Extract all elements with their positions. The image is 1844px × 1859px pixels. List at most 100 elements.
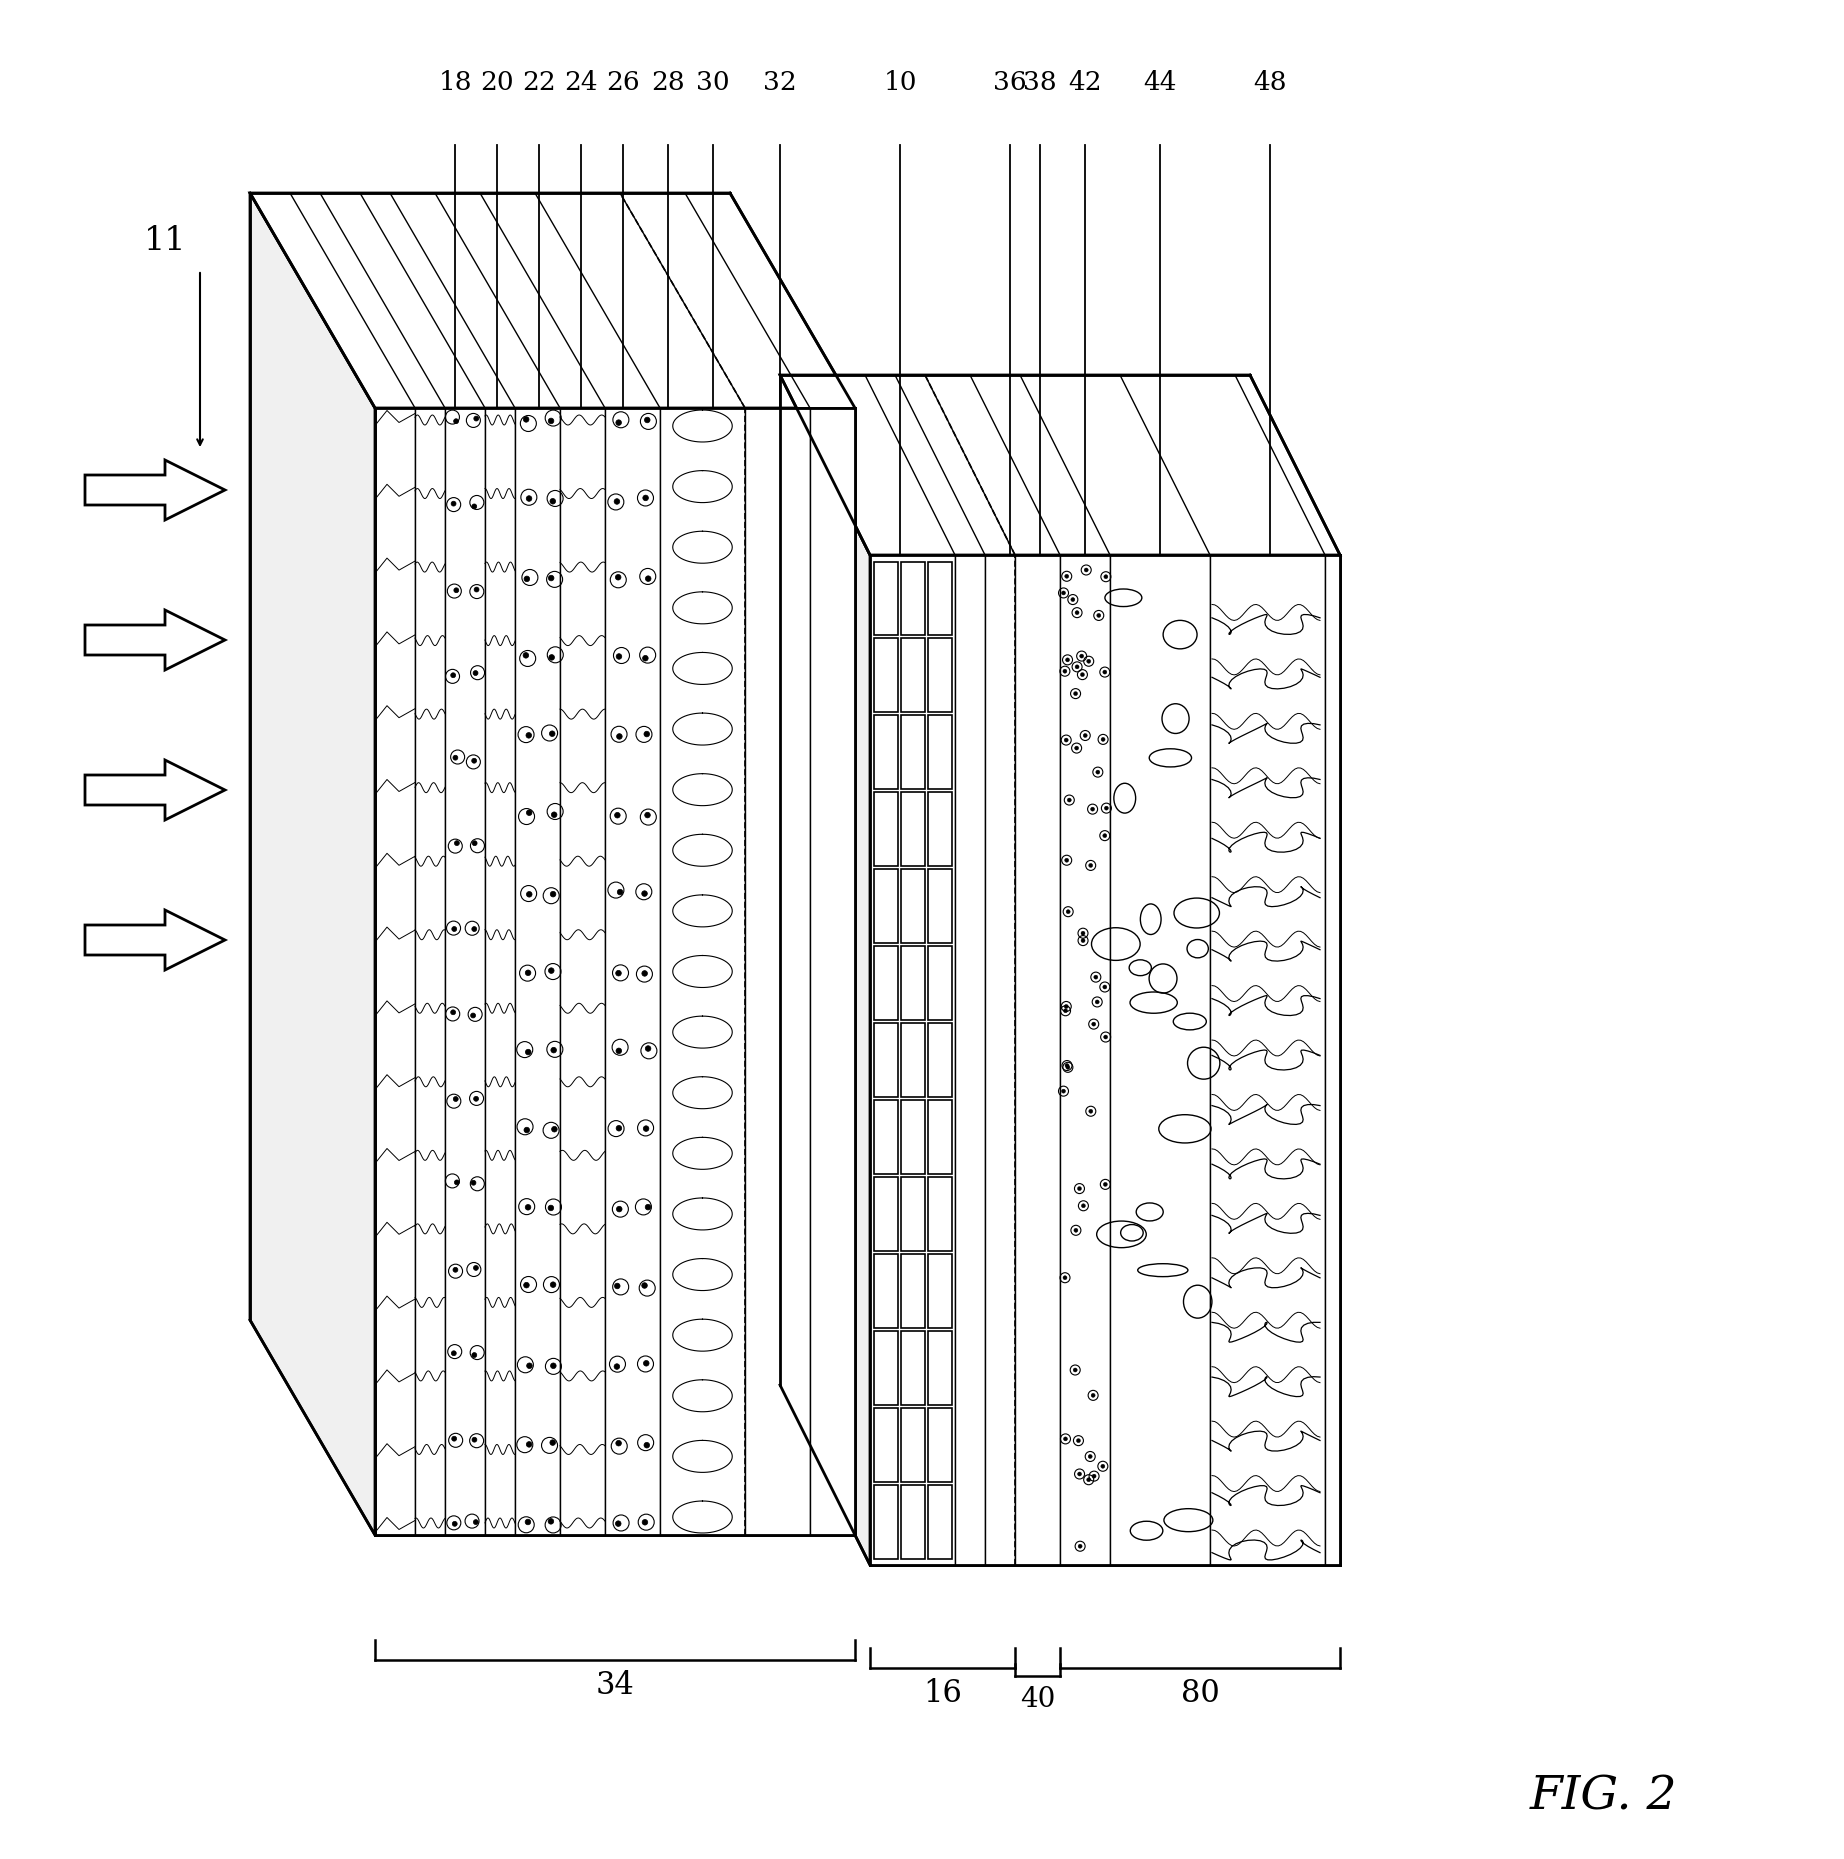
Polygon shape <box>85 911 225 970</box>
Polygon shape <box>780 376 1341 556</box>
Text: 16: 16 <box>924 1679 963 1708</box>
Circle shape <box>474 1097 479 1101</box>
Circle shape <box>524 416 529 422</box>
Bar <box>928 1101 952 1173</box>
Bar <box>928 561 952 636</box>
Circle shape <box>1066 909 1070 913</box>
Bar <box>928 870 952 943</box>
Circle shape <box>1105 574 1108 578</box>
Circle shape <box>1064 1004 1068 1008</box>
Circle shape <box>1103 1182 1108 1186</box>
Polygon shape <box>1326 556 1341 1565</box>
Circle shape <box>1062 591 1066 595</box>
Circle shape <box>644 731 649 736</box>
Bar <box>874 561 898 636</box>
Circle shape <box>1073 1229 1079 1233</box>
Circle shape <box>1064 738 1068 742</box>
Bar <box>900 561 924 636</box>
Bar <box>900 1101 924 1173</box>
Text: 40: 40 <box>1020 1686 1055 1712</box>
Bar <box>874 1485 898 1558</box>
Circle shape <box>524 1127 529 1132</box>
Circle shape <box>470 1180 476 1186</box>
Polygon shape <box>85 459 225 521</box>
Circle shape <box>1062 669 1068 673</box>
Circle shape <box>1103 669 1106 675</box>
Circle shape <box>1086 1478 1090 1482</box>
Circle shape <box>616 734 621 740</box>
Bar <box>874 946 898 1021</box>
Circle shape <box>616 420 621 426</box>
Polygon shape <box>780 376 870 1565</box>
Circle shape <box>1075 666 1079 669</box>
Bar <box>874 716 898 790</box>
Circle shape <box>526 892 533 898</box>
Polygon shape <box>605 407 660 1536</box>
Circle shape <box>548 1205 553 1210</box>
Circle shape <box>454 755 457 760</box>
Bar <box>928 716 952 790</box>
Circle shape <box>452 502 455 506</box>
Circle shape <box>474 671 478 675</box>
Circle shape <box>1095 770 1099 773</box>
Text: 80: 80 <box>1180 1679 1219 1708</box>
Circle shape <box>1105 1035 1108 1039</box>
Bar <box>900 716 924 790</box>
Circle shape <box>1103 985 1106 989</box>
Circle shape <box>616 970 621 976</box>
Circle shape <box>550 498 555 504</box>
Circle shape <box>1075 610 1079 615</box>
Polygon shape <box>870 556 1341 1565</box>
Text: 20: 20 <box>479 71 514 95</box>
Circle shape <box>1093 976 1097 980</box>
Bar <box>900 1331 924 1405</box>
Polygon shape <box>444 407 485 1536</box>
Circle shape <box>472 926 478 931</box>
Circle shape <box>1095 1000 1099 1004</box>
Bar <box>928 1177 952 1251</box>
Bar <box>928 1485 952 1558</box>
Circle shape <box>550 890 555 896</box>
Circle shape <box>645 1205 651 1210</box>
Circle shape <box>551 1127 557 1132</box>
Circle shape <box>551 1047 557 1052</box>
Circle shape <box>1088 1454 1092 1459</box>
Circle shape <box>1101 1465 1105 1469</box>
Circle shape <box>645 812 651 818</box>
Circle shape <box>1064 859 1070 863</box>
Circle shape <box>1077 1439 1081 1443</box>
Bar <box>900 870 924 943</box>
Circle shape <box>616 574 621 580</box>
Circle shape <box>1084 569 1088 573</box>
Circle shape <box>454 840 459 846</box>
Text: 30: 30 <box>697 71 730 95</box>
Bar <box>900 1177 924 1251</box>
Text: FIG. 2: FIG. 2 <box>1531 1775 1678 1820</box>
Polygon shape <box>85 760 225 820</box>
Circle shape <box>618 889 623 894</box>
Circle shape <box>472 504 478 509</box>
Circle shape <box>454 587 459 593</box>
Text: 22: 22 <box>522 71 555 95</box>
Bar <box>874 1331 898 1405</box>
Circle shape <box>1097 613 1101 617</box>
Circle shape <box>526 970 531 976</box>
Circle shape <box>644 416 651 422</box>
Circle shape <box>548 574 553 580</box>
Bar <box>874 792 898 866</box>
Bar <box>874 1177 898 1251</box>
Circle shape <box>551 1363 557 1368</box>
Bar <box>928 946 952 1021</box>
Bar <box>928 792 952 866</box>
Text: 44: 44 <box>1143 71 1176 95</box>
Circle shape <box>452 926 457 931</box>
Circle shape <box>1088 1110 1093 1114</box>
Circle shape <box>614 498 620 504</box>
Bar <box>874 870 898 943</box>
Circle shape <box>452 1521 457 1526</box>
Circle shape <box>548 1519 553 1524</box>
Text: 38: 38 <box>1023 71 1057 95</box>
Bar <box>874 1407 898 1482</box>
Polygon shape <box>955 556 985 1565</box>
Text: 18: 18 <box>439 71 472 95</box>
